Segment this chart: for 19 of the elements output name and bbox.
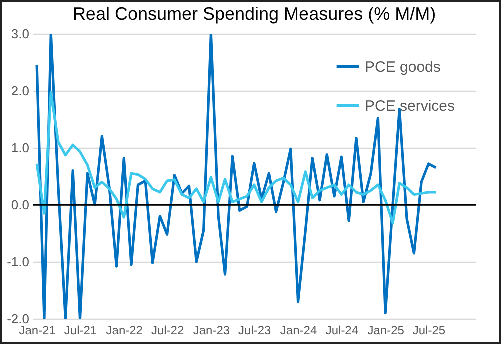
- x-tick-label: Jul-22: [151, 324, 184, 338]
- x-tick-label: Jul-25: [412, 324, 446, 338]
- y-tick-label: 1.0: [11, 140, 30, 156]
- x-tick-label: Jan-25: [368, 324, 405, 338]
- x-tick-label: Jul-23: [238, 324, 272, 338]
- x-tick-label: Jul-24: [326, 324, 359, 338]
- y-tick-label: -1.0: [7, 254, 30, 270]
- x-tick-label: Jan-22: [106, 324, 144, 338]
- x-tick-label: Jan-21: [19, 324, 56, 338]
- y-tick-label: 2.0: [11, 84, 30, 98]
- chart-title: Real Consumer Spending Measures (% M/M): [72, 4, 436, 24]
- y-tick-label: 3.0: [11, 26, 30, 42]
- x-tick-label: Jul-21: [64, 324, 98, 338]
- y-tick-label: 0.0: [11, 198, 30, 212]
- legend-label: PCE goods: [365, 59, 441, 76]
- x-tick-label: Jan-24: [280, 324, 318, 338]
- x-tick-label: Jan-23: [193, 324, 230, 338]
- y-tick-label: -2.0: [7, 312, 30, 326]
- legend-label: PCE services: [365, 98, 456, 115]
